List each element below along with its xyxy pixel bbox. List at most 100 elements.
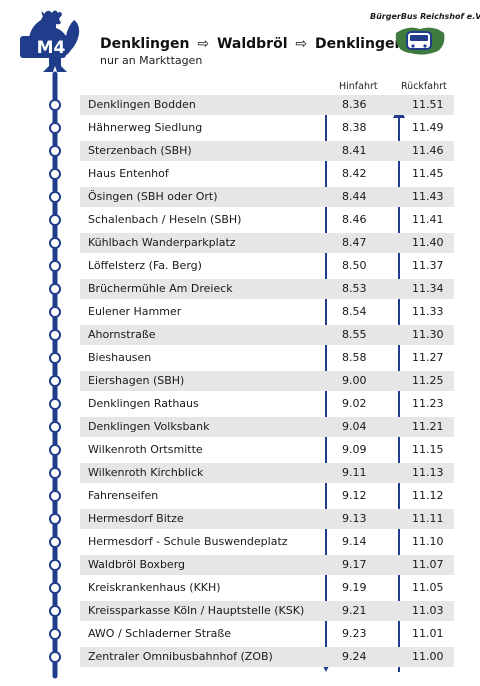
- stop-marker-icon: [49, 582, 61, 594]
- table-row: Ahornstraße 8.55 11.30: [80, 324, 454, 347]
- arrow-right-icon: ⇨: [197, 36, 210, 52]
- stop-name: AWO / Schladerner Straße: [88, 627, 232, 640]
- stop-marker-icon: [49, 237, 61, 249]
- table-row: Eulener Hammer 8.54 11.33: [80, 301, 454, 324]
- stop-marker-icon: [49, 536, 61, 548]
- title-to: Denklingen: [314, 36, 405, 52]
- outbound-time: 8.44: [342, 190, 367, 203]
- table-row: Denklingen Volksbank 9.04 11.21: [80, 416, 454, 439]
- stop-name: Kreiskrankenhaus (KKH): [88, 581, 221, 594]
- table-row: Hermesdorf Bitze 9.13 11.11: [80, 508, 454, 531]
- stop-name: Denklingen Rathaus: [88, 397, 199, 410]
- stop-marker-icon: [49, 306, 61, 318]
- return-time: 11.49: [412, 121, 444, 134]
- outbound-time: 9.00: [342, 374, 367, 387]
- outbound-time: 8.53: [342, 282, 367, 295]
- route-code: M4: [36, 38, 66, 58]
- outbound-time: 8.55: [342, 328, 367, 341]
- page-title: Denklingen ⇨ Waldbröl ⇨ Denklingen: [100, 36, 404, 52]
- rooster-icon: [20, 10, 80, 72]
- stop-marker-icon: [49, 605, 61, 617]
- table-row: Waldbröl Boxberg 9.17 11.07: [80, 554, 454, 577]
- table-row: AWO / Schladerner Straße 9.23 11.01: [80, 623, 454, 646]
- outbound-time: 8.58: [342, 351, 367, 364]
- row-background: [80, 279, 454, 299]
- outbound-time: 9.04: [342, 420, 367, 433]
- brand-name: BürgerBus Reichshof e.V.: [370, 12, 480, 21]
- brand-logo: BürgerBus Reichshof e.V.: [370, 12, 480, 57]
- title-via: Waldbröl: [216, 36, 288, 52]
- bus-icon: [395, 27, 445, 55]
- row-background: [80, 141, 454, 161]
- return-time: 11.05: [412, 581, 444, 594]
- stop-name: Hermesdorf - Schule Buswendeplatz: [88, 535, 288, 548]
- column-header-outbound: Hinfahrt: [339, 81, 378, 92]
- column-header-return: Rückfahrt: [401, 81, 447, 92]
- stop-marker-icon: [49, 651, 61, 663]
- outbound-time: 8.36: [342, 98, 367, 111]
- return-time: 11.46: [412, 144, 444, 157]
- stop-marker-icon: [49, 145, 61, 157]
- table-row: Bieshausen 8.58 11.27: [80, 347, 454, 370]
- stop-name: Ösingen (SBH oder Ort): [88, 190, 218, 203]
- return-time: 11.27: [412, 351, 444, 364]
- return-time: 11.25: [412, 374, 444, 387]
- outbound-time: 9.23: [342, 627, 367, 640]
- table-row: Kühlbach Wanderparkplatz 8.47 11.40: [80, 232, 454, 255]
- return-time: 11.37: [412, 259, 444, 272]
- outbound-time: 8.54: [342, 305, 367, 318]
- return-time: 11.01: [412, 627, 444, 640]
- outbound-time: 9.24: [342, 650, 367, 663]
- stop-name: Hermesdorf Bitze: [88, 512, 184, 525]
- table-row: Denklingen Bodden 8.36 11.51: [80, 94, 454, 117]
- return-time: 11.51: [412, 98, 444, 111]
- table-row: Wilkenroth Kirchblick 9.11 11.13: [80, 462, 454, 485]
- table-row: Hermesdorf - Schule Buswendeplatz 9.14 11.…: [80, 531, 454, 554]
- stop-marker-icon: [49, 214, 61, 226]
- stop-marker-icon: [49, 421, 61, 433]
- stop-name: Schalenbach / Heseln (SBH): [88, 213, 242, 226]
- outbound-time: 9.14: [342, 535, 367, 548]
- stop-name: Ahornstraße: [88, 328, 156, 341]
- return-time: 11.34: [412, 282, 444, 295]
- return-time: 11.11: [412, 512, 444, 525]
- row-background: [80, 95, 454, 115]
- arrow-right-icon: ⇨: [295, 36, 308, 52]
- stop-name: Brüchermühle Am Dreieck: [88, 282, 233, 295]
- outbound-time: 8.42: [342, 167, 367, 180]
- stop-marker-icon: [49, 559, 61, 571]
- row-background: [80, 233, 454, 253]
- return-time: 11.40: [412, 236, 444, 249]
- outbound-time: 9.12: [342, 489, 367, 502]
- stop-marker-icon: [49, 122, 61, 134]
- stop-name: Kühlbach Wanderparkplatz: [88, 236, 236, 249]
- table-row: Löffelsterz (Fa. Berg) 8.50 11.37: [80, 255, 454, 278]
- stop-name: Wilkenroth Ortsmitte: [88, 443, 203, 456]
- stop-marker-icon: [49, 513, 61, 525]
- stop-name: Kreissparkasse Köln / Hauptstelle (KSK): [88, 604, 305, 617]
- return-time: 11.15: [412, 443, 444, 456]
- return-time: 11.03: [412, 604, 444, 617]
- table-row: Kreiskrankenhaus (KKH) 9.19 11.05: [80, 577, 454, 600]
- title-from: Denklingen: [100, 36, 190, 52]
- stop-name: Denklingen Bodden: [88, 98, 196, 111]
- row-background: [80, 601, 454, 621]
- stop-name: Waldbröl Boxberg: [88, 558, 186, 571]
- return-time: 11.43: [412, 190, 444, 203]
- stop-name: Fahrenseifen: [88, 489, 159, 502]
- return-time: 11.07: [412, 558, 444, 571]
- stop-marker-icon: [49, 490, 61, 502]
- timetable: Denklingen Bodden 8.36 11.51 Hähnerweg Sied…: [80, 94, 454, 669]
- return-time: 11.23: [412, 397, 444, 410]
- stop-marker-icon: [49, 628, 61, 640]
- stop-name: Haus Entenhof: [88, 167, 169, 180]
- stop-name: Eiershagen (SBH): [88, 374, 185, 387]
- return-time: 11.21: [412, 420, 444, 433]
- stop-marker-icon: [49, 352, 61, 364]
- table-row: Ösingen (SBH oder Ort) 8.44 11.43: [80, 186, 454, 209]
- stop-name: Denklingen Volksbank: [88, 420, 210, 433]
- return-time: 11.33: [412, 305, 444, 318]
- table-row: Hähnerweg Siedlung 8.38 11.49: [80, 117, 454, 140]
- stop-marker-icon: [49, 398, 61, 410]
- row-background: [80, 509, 454, 529]
